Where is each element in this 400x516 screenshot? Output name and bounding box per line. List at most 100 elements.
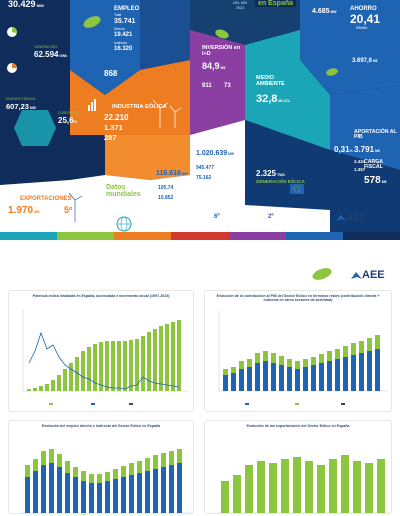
datos-v6: 75.162 xyxy=(196,175,212,181)
legend-swatch xyxy=(49,403,53,405)
mix-banner: en España xyxy=(255,0,297,8)
bar xyxy=(171,322,175,391)
empleo-total-label: Total xyxy=(114,13,122,17)
left-cobertura-value: 25,6% xyxy=(58,116,78,125)
bar xyxy=(177,320,181,391)
datos-v3: 105,74 xyxy=(158,185,174,191)
andorra-unit-right: €/MWh xyxy=(356,26,368,30)
industria-title: INDUSTRIA EÓLICA xyxy=(112,104,167,110)
generacion-title: GENERACIÓN EÓLICA xyxy=(256,179,305,184)
bar xyxy=(81,351,85,391)
color-stripe xyxy=(0,232,400,240)
exportaciones-rank: 5º xyxy=(64,205,73,215)
aee-logo-bottom-bird-icon xyxy=(351,272,362,279)
carga-title: CARGA FISCAL xyxy=(364,159,383,171)
bar xyxy=(69,363,73,391)
empleo-bars xyxy=(25,449,182,513)
industria-v3: 287 xyxy=(104,133,117,142)
bar xyxy=(117,341,121,391)
datos-title: Datos mundiales xyxy=(106,184,141,199)
andorra-value-bottom: 3.697,6 M€ xyxy=(352,58,378,64)
potencia-bars xyxy=(27,320,181,391)
datos-rank-left: 6º xyxy=(214,214,220,220)
medio-title: MEDIO AMBIENTE xyxy=(256,75,285,87)
bar xyxy=(75,357,79,391)
chart-title-empleo: Evolución del empleo directo e indirecto… xyxy=(41,424,161,428)
datos-v4: 10.852 xyxy=(158,195,174,201)
inversion-value: 84,9 M€ xyxy=(202,61,226,71)
bar xyxy=(111,341,115,391)
left-top-value: 30.429 MW xyxy=(8,0,44,9)
legend-swatch xyxy=(245,403,249,405)
datos-potencia: 116.616 MW xyxy=(156,170,188,177)
center-orange-value: 868 xyxy=(104,69,118,78)
empleo-total-value: 35.741 xyxy=(114,18,136,25)
bar xyxy=(93,344,97,391)
chart-panel-pib: Evolución de la contribución al PIB del … xyxy=(204,290,392,412)
chart-potencia-svg xyxy=(22,309,189,405)
mix-label: DEL MIX xyxy=(233,1,248,5)
aee-logo-bottom: AEE xyxy=(362,269,385,281)
legend-swatch xyxy=(341,403,345,405)
bar xyxy=(153,329,157,391)
bar xyxy=(141,336,145,391)
left-cobertura-label: COBERTURA xyxy=(58,111,80,115)
left-gen-label: GENERACIÓN xyxy=(34,45,57,49)
inversion-num1: 911 xyxy=(202,83,212,89)
datos-v5: 945.477 xyxy=(196,165,215,171)
andorra-value-left: 4.685 MW xyxy=(312,8,337,15)
infographic-shapes xyxy=(0,0,400,240)
chart-title-pib: Evolución de la contribución al PIB del … xyxy=(216,294,380,303)
bar xyxy=(27,389,31,391)
aportacion-sub1: 2.434 xyxy=(354,159,366,164)
bar xyxy=(159,326,163,391)
bar xyxy=(123,341,127,391)
bar xyxy=(63,369,67,391)
andorra-title: AHORRO xyxy=(350,6,377,12)
empleo-directo-label: Directo xyxy=(114,27,125,31)
chart-exportaciones-svg xyxy=(217,455,389,513)
bar xyxy=(165,324,169,391)
chart-panel-potencia: Potencia eólica instalada en España, acu… xyxy=(8,290,194,412)
aee-logo-top: AEE xyxy=(346,213,367,224)
chart-title-potencia: Potencia eólica instalada en España, acu… xyxy=(32,294,170,298)
bar xyxy=(129,340,133,391)
potencia-line xyxy=(28,331,180,390)
chart-panel-empleo: Evolución del empleo directo e indirecto… xyxy=(8,420,194,514)
bar xyxy=(39,386,43,391)
left-potencia-label: NUEVA POTENCIA xyxy=(6,97,36,101)
left-potencia-value: 607,23 MW xyxy=(6,102,36,111)
left-gen-value: 62.594 GWh xyxy=(34,50,68,59)
industria-v2: 1.371 xyxy=(104,123,123,132)
industria-v1: 22.210 xyxy=(104,113,129,122)
inversion-title: INVERSIÓN en I+D xyxy=(202,45,241,57)
chart-pib-svg xyxy=(218,311,387,405)
infographic-top: 30.429 MW GENERACIÓN 62.594 GWh NUEVA PO… xyxy=(0,0,400,240)
pib-bars xyxy=(223,335,380,391)
bar xyxy=(135,339,139,391)
legend-swatch xyxy=(129,403,133,405)
andorra-value-right: 20,41 xyxy=(350,12,381,26)
aportacion-sub2: 1.357 xyxy=(354,167,366,172)
bar xyxy=(51,380,55,391)
bar xyxy=(45,384,49,391)
empleo-title: EMPLEO xyxy=(114,6,140,12)
generacion-value: 2.325 TWh xyxy=(256,169,285,178)
inversion-num2: 73 xyxy=(224,83,231,89)
exportaciones-bars xyxy=(221,455,385,513)
empleo-indirecto-value: 16.320 xyxy=(114,46,133,52)
empleo-indirecto-label: Indirecto xyxy=(114,41,128,45)
exportaciones-value: 1.970 M€ xyxy=(8,205,40,216)
bar xyxy=(99,342,103,391)
carga-value: 578 M€ xyxy=(364,175,387,186)
charts-section: AEE Potencia eólica instalada en España,… xyxy=(0,260,400,516)
datos-rank-right: 2º xyxy=(268,214,274,220)
bar xyxy=(57,375,61,391)
bar xyxy=(105,341,109,391)
empleo-directo-value: 19.421 xyxy=(114,32,133,38)
bar xyxy=(33,388,37,391)
legend-swatch xyxy=(91,403,95,405)
aportacion-pct: 0,31% xyxy=(334,145,353,154)
exportaciones-title: EXPORTACIONES xyxy=(20,196,72,202)
